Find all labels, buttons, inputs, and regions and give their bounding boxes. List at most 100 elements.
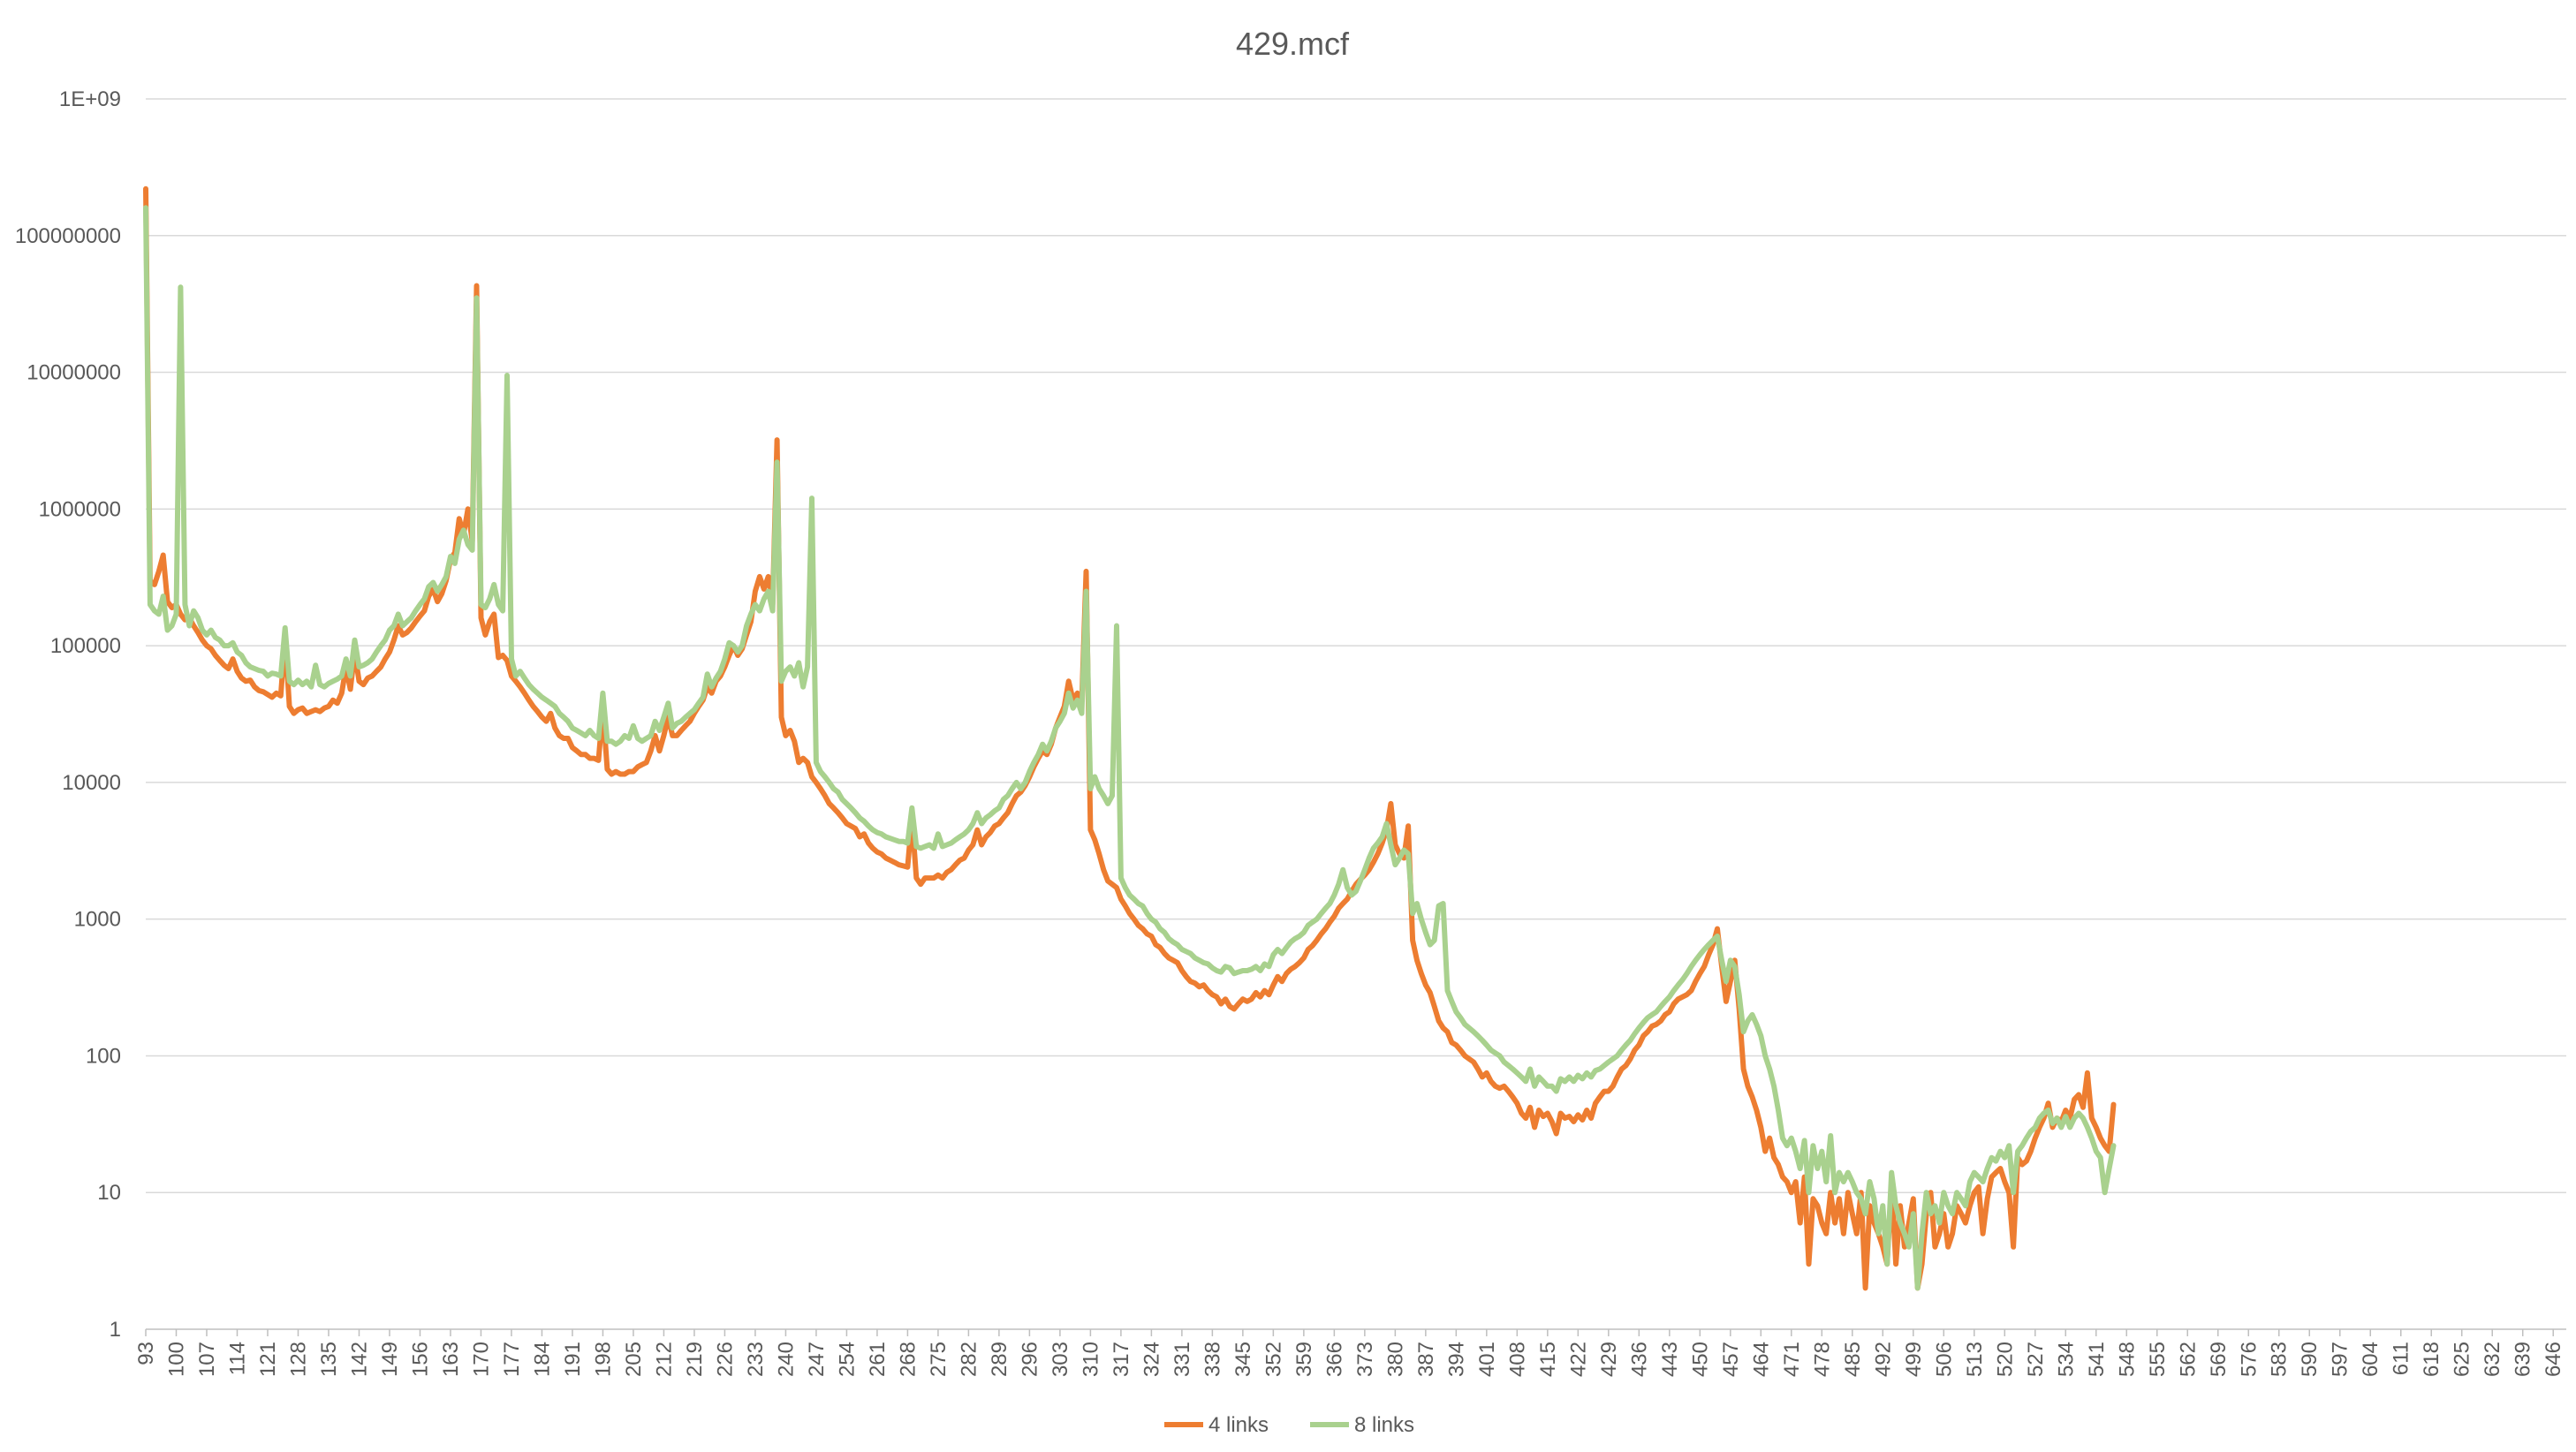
series-lines bbox=[143, 185, 2117, 1291]
x-axis-tick-labels: 93 100 107 114 121 128 135 142 149 156 163 170 177 18… bbox=[134, 1329, 2565, 1377]
x-tick-label: 100 bbox=[164, 1342, 188, 1377]
x-tick-label: 331 bbox=[1171, 1342, 1194, 1377]
x-tick-label: 93 bbox=[134, 1342, 158, 1365]
x-tick-label: 352 bbox=[1261, 1342, 1285, 1377]
x-tick-label: 282 bbox=[957, 1342, 981, 1377]
series-line-8-links bbox=[143, 205, 2117, 1291]
x-tick-label: 450 bbox=[1688, 1342, 1712, 1377]
x-tick-label: 506 bbox=[1932, 1342, 1956, 1377]
x-tick-label: 527 bbox=[2024, 1342, 2048, 1377]
x-tick-label: 226 bbox=[713, 1342, 737, 1377]
x-tick-label: 373 bbox=[1353, 1342, 1377, 1377]
x-tick-label: 436 bbox=[1627, 1342, 1651, 1377]
x-tick-label: 534 bbox=[2054, 1342, 2078, 1377]
x-tick-label: 429 bbox=[1597, 1342, 1621, 1377]
x-tick-label: 492 bbox=[1871, 1342, 1895, 1377]
x-tick-label: 135 bbox=[317, 1342, 341, 1377]
x-tick-label: 268 bbox=[896, 1342, 920, 1377]
x-tick-label: 198 bbox=[591, 1342, 615, 1377]
x-tick-label: 604 bbox=[2359, 1342, 2383, 1377]
x-tick-label: 639 bbox=[2512, 1342, 2535, 1377]
x-tick-label: 569 bbox=[2207, 1342, 2231, 1377]
x-tick-label: 142 bbox=[347, 1342, 371, 1377]
x-tick-label: 422 bbox=[1566, 1342, 1590, 1377]
x-tick-label: 646 bbox=[2542, 1342, 2565, 1377]
x-tick-label: 555 bbox=[2146, 1342, 2170, 1377]
x-tick-label: 464 bbox=[1749, 1342, 1773, 1377]
y-tick-label: 10000 bbox=[62, 771, 121, 795]
x-tick-label: 324 bbox=[1140, 1342, 1163, 1377]
x-tick-label: 576 bbox=[2237, 1342, 2261, 1377]
x-tick-label: 205 bbox=[622, 1342, 646, 1377]
x-tick-label: 513 bbox=[1963, 1342, 1987, 1377]
x-tick-label: 296 bbox=[1018, 1342, 1042, 1377]
x-tick-label: 254 bbox=[835, 1342, 859, 1377]
x-tick-label: 219 bbox=[683, 1342, 707, 1377]
x-tick-label: 485 bbox=[1841, 1342, 1865, 1377]
x-tick-label: 107 bbox=[195, 1342, 219, 1377]
legend-label: 8 links bbox=[1354, 1413, 1414, 1437]
x-tick-label: 380 bbox=[1383, 1342, 1407, 1377]
x-tick-label: 394 bbox=[1444, 1342, 1468, 1377]
y-tick-label: 100000 bbox=[50, 634, 121, 658]
x-tick-label: 303 bbox=[1049, 1342, 1072, 1377]
y-tick-label: 10 bbox=[97, 1181, 121, 1205]
legend-label: 4 links bbox=[1208, 1413, 1269, 1437]
x-tick-label: 618 bbox=[2420, 1342, 2443, 1377]
legend: 4 links 8 links bbox=[1164, 1413, 1414, 1437]
x-tick-label: 247 bbox=[805, 1342, 829, 1377]
x-tick-label: 191 bbox=[561, 1342, 585, 1377]
x-tick-label: 275 bbox=[927, 1342, 951, 1377]
y-tick-label: 1 bbox=[110, 1318, 121, 1342]
x-tick-label: 401 bbox=[1475, 1342, 1499, 1377]
x-tick-label: 114 bbox=[225, 1342, 249, 1375]
x-tick-label: 177 bbox=[500, 1342, 524, 1377]
x-tick-label: 121 bbox=[256, 1342, 280, 1377]
x-tick-label: 359 bbox=[1292, 1342, 1316, 1377]
x-tick-label: 541 bbox=[2085, 1342, 2109, 1377]
x-tick-label: 366 bbox=[1322, 1342, 1346, 1377]
y-tick-label: 100 bbox=[86, 1044, 121, 1068]
x-tick-label: 583 bbox=[2268, 1342, 2292, 1377]
x-tick-label: 408 bbox=[1505, 1342, 1529, 1377]
x-tick-label: 289 bbox=[988, 1342, 1011, 1377]
x-tick-label: 590 bbox=[2298, 1342, 2322, 1377]
x-tick-label: 310 bbox=[1079, 1342, 1102, 1377]
y-tick-label: 1E+09 bbox=[59, 87, 121, 111]
x-tick-label: 240 bbox=[774, 1342, 798, 1377]
x-tick-label: 562 bbox=[2176, 1342, 2200, 1377]
x-tick-label: 632 bbox=[2481, 1342, 2504, 1377]
x-tick-label: 443 bbox=[1658, 1342, 1682, 1377]
x-tick-label: 212 bbox=[652, 1342, 676, 1377]
chart-title: 429.mcf bbox=[1236, 26, 1350, 62]
y-tick-label: 1000000 bbox=[39, 497, 121, 521]
x-tick-label: 184 bbox=[530, 1342, 554, 1377]
series-line-4-links bbox=[143, 185, 2117, 1291]
y-tick-label: 10000000 bbox=[27, 361, 121, 385]
x-tick-label: 163 bbox=[439, 1342, 463, 1377]
y-tick-label: 100000000 bbox=[15, 224, 121, 248]
x-tick-label: 156 bbox=[408, 1342, 432, 1377]
y-tick-label: 1000 bbox=[74, 908, 121, 932]
x-tick-label: 149 bbox=[378, 1342, 402, 1377]
x-tick-label: 233 bbox=[744, 1342, 768, 1377]
x-tick-label: 625 bbox=[2451, 1342, 2474, 1377]
y-axis-tick-labels: 1 10 100 1000 10000 100000 1000000 10000000 1000… bbox=[15, 87, 121, 1342]
x-tick-label: 471 bbox=[1780, 1342, 1804, 1377]
x-tick-label: 261 bbox=[866, 1342, 890, 1377]
x-tick-label: 611 bbox=[2390, 1342, 2413, 1375]
x-tick-label: 499 bbox=[1902, 1342, 1926, 1377]
x-tick-label: 415 bbox=[1536, 1342, 1560, 1377]
x-tick-label: 338 bbox=[1201, 1342, 1224, 1377]
x-tick-label: 597 bbox=[2329, 1342, 2352, 1377]
x-tick-label: 345 bbox=[1231, 1342, 1255, 1377]
x-tick-label: 520 bbox=[1993, 1342, 2017, 1377]
x-tick-label: 478 bbox=[1810, 1342, 1834, 1377]
x-tick-label: 317 bbox=[1110, 1342, 1133, 1377]
x-tick-label: 387 bbox=[1414, 1342, 1438, 1377]
x-tick-label: 548 bbox=[2115, 1342, 2139, 1377]
x-tick-label: 128 bbox=[286, 1342, 310, 1377]
x-tick-label: 457 bbox=[1719, 1342, 1743, 1377]
